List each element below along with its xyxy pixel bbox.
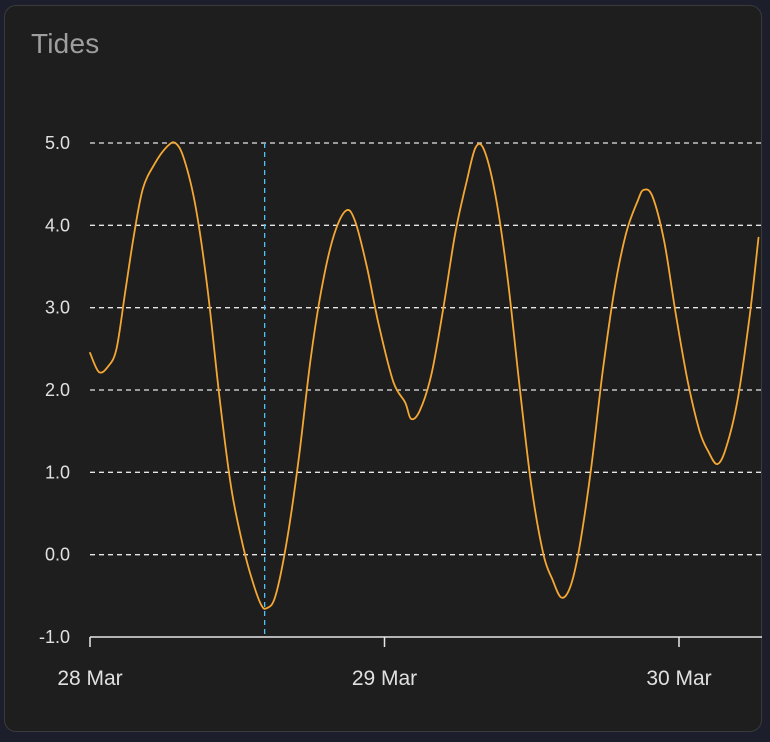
tides-card: Tides — [4, 5, 762, 732]
tide-series-line-0[interactable] — [89, 141, 760, 610]
y-tick-label: 2.0 — [45, 380, 70, 400]
x-tick-label: 28 Mar — [57, 667, 122, 690]
x-tick-label: 30 Mar — [646, 667, 711, 690]
y-tick-label: 4.0 — [45, 215, 70, 235]
card-title: Tides — [31, 28, 100, 59]
y-tick-label: 1.0 — [45, 462, 70, 482]
y-tick-label: 5.0 — [45, 133, 70, 153]
y-tick-label: 0.0 — [45, 545, 70, 565]
x-tick-label: 29 Mar — [352, 667, 417, 690]
y-tick-label: -1.0 — [39, 627, 70, 647]
y-tick-label: 3.0 — [45, 298, 70, 318]
